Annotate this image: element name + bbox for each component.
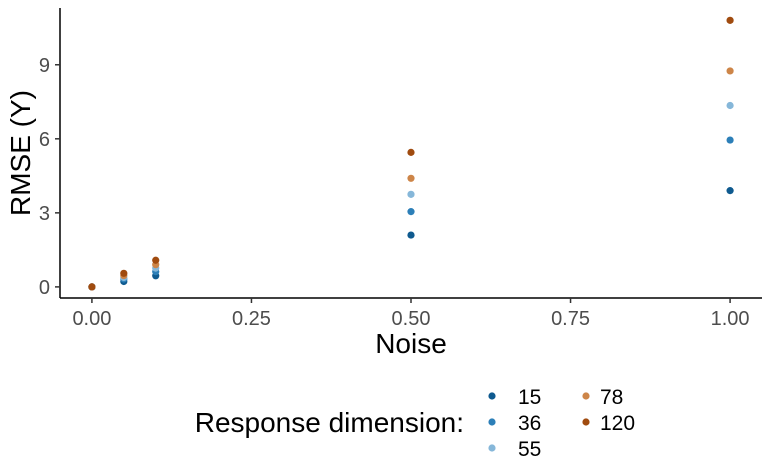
data-point-36	[407, 208, 415, 216]
legend-marker	[488, 418, 496, 426]
plot-area: 0 3 6 9 0.00 0.25 0.50 0.75 1.00	[39, 8, 762, 330]
legend-title: Response dimension:	[195, 407, 464, 438]
data-point-55	[726, 101, 734, 110]
data-points	[88, 16, 734, 291]
data-point-55	[407, 190, 415, 198]
x-tick-label: 0.25	[232, 308, 271, 330]
legend-label: 15	[518, 386, 541, 409]
legend-marker	[488, 392, 496, 400]
legend-items: 15 36 55 78 120	[488, 386, 635, 461]
legend-marker	[582, 418, 590, 426]
y-tick-label: 6	[39, 129, 50, 151]
data-point-120	[120, 269, 128, 277]
x-axis-title: Noise	[375, 328, 447, 359]
data-point-78	[407, 174, 415, 182]
data-point-15	[726, 187, 734, 195]
data-point-120	[726, 16, 734, 24]
legend-label: 78	[600, 386, 623, 409]
x-tick-label: 0.50	[392, 308, 431, 330]
legend: Response dimension: 15 36 55 78 120	[195, 386, 635, 461]
legend-item-78: 78	[582, 386, 623, 409]
data-point-78	[726, 67, 734, 75]
legend-item-36: 36	[488, 412, 541, 435]
legend-marker	[582, 392, 590, 400]
legend-label: 36	[518, 412, 541, 435]
legend-marker	[488, 444, 496, 452]
data-point-36	[726, 136, 734, 144]
x-tick-label: 0.00	[72, 308, 111, 330]
legend-label: 55	[518, 438, 541, 461]
data-point-120	[88, 283, 96, 291]
y-tick-label: 0	[39, 277, 50, 299]
x-tick-label: 0.75	[551, 308, 590, 330]
legend-label: 120	[600, 412, 635, 435]
y-tick-label: 3	[39, 203, 50, 225]
y-tick-label: 9	[39, 55, 50, 77]
data-point-120	[407, 148, 415, 156]
data-point-15	[407, 231, 415, 239]
y-axis-title: RMSE (Y)	[5, 90, 36, 216]
data-point-120	[152, 256, 160, 264]
legend-item-15: 15	[488, 386, 541, 409]
legend-item-120: 120	[582, 412, 635, 435]
y-axis-ticks: 0 3 6 9	[39, 55, 60, 299]
x-axis-ticks: 0.00 0.25 0.50 0.75 1.00	[72, 298, 750, 330]
legend-item-55: 55	[488, 438, 541, 461]
x-tick-label: 1.00	[711, 308, 750, 330]
